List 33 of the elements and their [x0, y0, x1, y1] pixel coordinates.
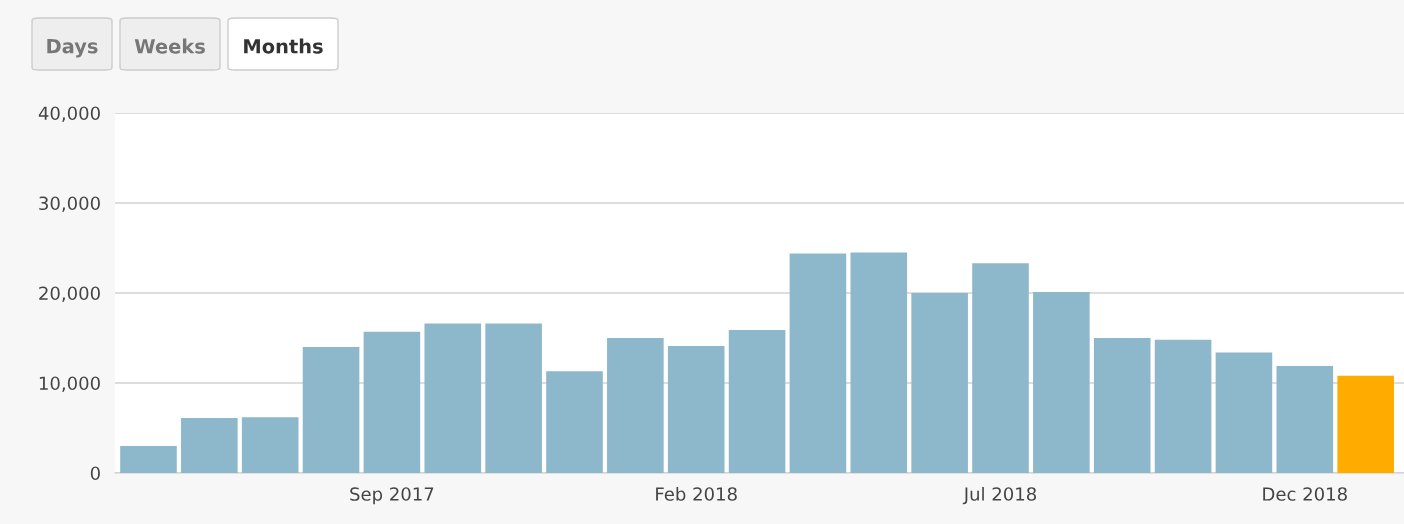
- bar: [485, 323, 542, 473]
- bar: [120, 446, 177, 473]
- x-tick-label: Sep 2017: [350, 487, 434, 505]
- bar: [181, 418, 238, 473]
- bar: [607, 338, 664, 473]
- y-tick-label: 30,000: [39, 196, 100, 212]
- bar: [1154, 339, 1212, 473]
- text: Days: [47, 39, 98, 58]
- x-tick-label: Dec 2018: [1263, 487, 1347, 501]
- bar: [1033, 292, 1090, 473]
- bar: [789, 253, 847, 473]
- bar: [546, 371, 603, 473]
- bar: [1337, 375, 1394, 473]
- y-tick-label: 10,000: [39, 376, 100, 392]
- bar: [363, 331, 421, 473]
- bar: [850, 252, 908, 473]
- bar: [728, 329, 786, 473]
- bar: [1276, 365, 1334, 473]
- y-tick-label: 0: [90, 466, 100, 481]
- bar: [972, 263, 1029, 473]
- y-tick-label: 20,000: [39, 286, 100, 302]
- x-tick-label: Jul 2018: [962, 486, 1036, 505]
- text: Months: [244, 38, 323, 54]
- bar: [1215, 352, 1273, 473]
- text: Weeks: [134, 38, 205, 54]
- bar: [424, 323, 482, 473]
- bar: [667, 346, 725, 473]
- y-tick-label: 40,000: [38, 106, 100, 122]
- x-tick-label: Feb 2018: [656, 486, 737, 501]
- bar: [241, 417, 299, 473]
- bar: [1093, 338, 1151, 473]
- bar: [302, 347, 360, 473]
- bar: [911, 293, 968, 473]
